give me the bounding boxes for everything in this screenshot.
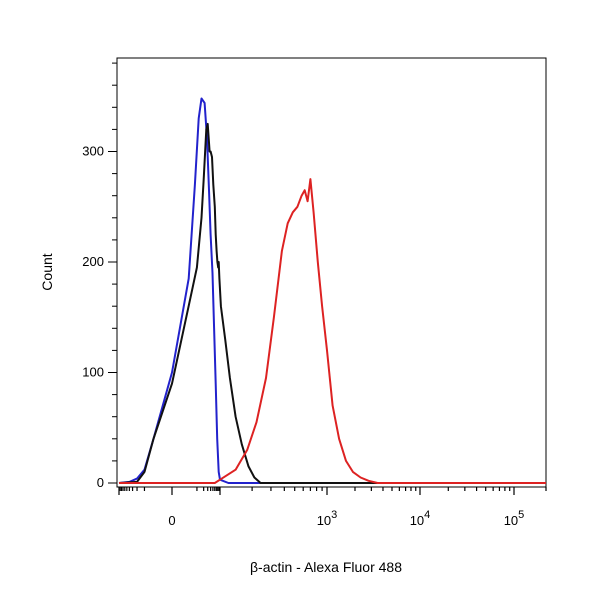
x-axis: 0 103 104 105 <box>118 487 547 528</box>
y-tick-label: 0 <box>97 475 104 490</box>
y-tick-label: 300 <box>82 144 104 159</box>
series-layer <box>118 97 546 484</box>
histogram-series-2 <box>118 122 546 484</box>
plot-frame <box>116 57 547 488</box>
x-tick-label: 105 <box>504 509 525 528</box>
histogram-series-3 <box>119 178 546 484</box>
y-tick-label: 100 <box>82 365 104 380</box>
x-tick-label: 103 <box>317 509 338 528</box>
y-tick-label: 200 <box>82 254 104 269</box>
x-tick-label: 0 <box>168 513 175 528</box>
y-axis-title: Count <box>39 253 55 290</box>
x-tick-label: 104 <box>410 509 431 528</box>
y-axis: 0 100 200 300 <box>82 62 117 490</box>
x-axis-title: β-actin - Alexa Fluor 488 <box>250 559 402 575</box>
